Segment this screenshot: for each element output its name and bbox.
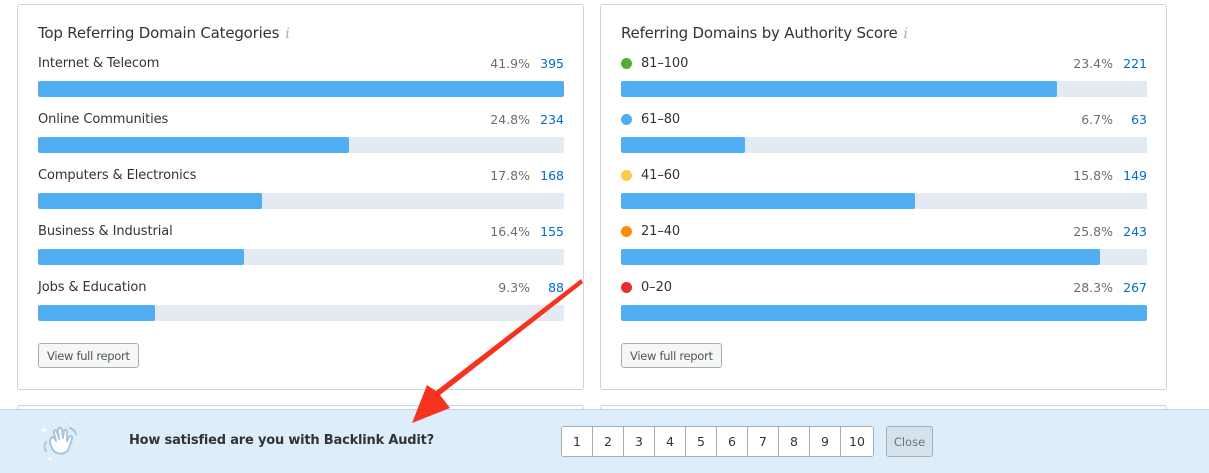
category-row: Online Communities 24.8% 234 bbox=[38, 110, 564, 166]
top-referring-categories-card: Top Referring Domain Categories i Interne… bbox=[17, 4, 584, 390]
bar-fill bbox=[621, 81, 1057, 97]
score-range-label: 41–60 bbox=[641, 167, 681, 183]
satisfaction-scale: 1 2 3 4 5 6 7 8 9 10 bbox=[561, 426, 874, 457]
authority-score-list: 81–100 23.4% 221 61–80 6.7% 63 41–60 15.… bbox=[621, 54, 1147, 334]
waving-hand-icon bbox=[40, 423, 77, 461]
rating-button-6[interactable]: 6 bbox=[717, 427, 748, 456]
score-percent: 28.3% bbox=[1073, 279, 1113, 295]
score-row: 61–80 6.7% 63 bbox=[621, 110, 1147, 166]
feedback-bar: How satisfied are you with Backlink Audi… bbox=[0, 409, 1209, 473]
category-count-link[interactable]: 168 bbox=[540, 167, 564, 183]
info-icon[interactable]: i bbox=[285, 26, 290, 42]
category-label: Business & Industrial bbox=[38, 223, 173, 239]
orange-dot-icon bbox=[621, 225, 632, 237]
bar-track bbox=[621, 305, 1147, 321]
category-count-link[interactable]: 395 bbox=[540, 55, 564, 71]
bar-fill bbox=[38, 193, 262, 209]
score-row: 41–60 15.8% 149 bbox=[621, 166, 1147, 222]
category-percent: 17.8% bbox=[490, 167, 530, 183]
rating-button-3[interactable]: 3 bbox=[624, 427, 655, 456]
bar-track bbox=[38, 81, 564, 97]
bar-fill bbox=[38, 81, 564, 97]
score-percent: 6.7% bbox=[1081, 111, 1113, 127]
category-label: Jobs & Education bbox=[38, 279, 147, 295]
category-row: Computers & Electronics 17.8% 168 bbox=[38, 166, 564, 222]
score-row: 0–20 28.3% 267 bbox=[621, 278, 1147, 334]
bar-fill bbox=[621, 249, 1100, 265]
bar-track bbox=[621, 249, 1147, 265]
rating-button-7[interactable]: 7 bbox=[748, 427, 779, 456]
category-percent: 16.4% bbox=[490, 223, 530, 239]
bar-track bbox=[38, 193, 564, 209]
score-count-link[interactable]: 63 bbox=[1131, 111, 1147, 127]
view-full-report-button[interactable]: View full report bbox=[621, 343, 722, 368]
category-row: Jobs & Education 9.3% 88 bbox=[38, 278, 564, 334]
rating-button-5[interactable]: 5 bbox=[686, 427, 717, 456]
category-row: Business & Industrial 16.4% 155 bbox=[38, 222, 564, 278]
category-percent: 41.9% bbox=[490, 55, 530, 71]
score-row: 81–100 23.4% 221 bbox=[621, 54, 1147, 110]
category-row: Internet & Telecom 41.9% 395 bbox=[38, 54, 564, 110]
rating-button-9[interactable]: 9 bbox=[810, 427, 841, 456]
rating-button-8[interactable]: 8 bbox=[779, 427, 810, 456]
bar-fill bbox=[621, 137, 746, 153]
score-count-link[interactable]: 149 bbox=[1123, 167, 1147, 183]
category-list: Internet & Telecom 41.9% 395 Online Comm… bbox=[38, 54, 564, 334]
score-percent: 25.8% bbox=[1073, 223, 1113, 239]
score-range-label: 81–100 bbox=[641, 55, 689, 71]
score-percent: 23.4% bbox=[1073, 55, 1113, 71]
card-title: Referring Domains by Authority Score i bbox=[621, 24, 908, 42]
card-title: Top Referring Domain Categories i bbox=[38, 24, 290, 42]
score-row: 21–40 25.8% 243 bbox=[621, 222, 1147, 278]
close-button[interactable]: Close bbox=[886, 426, 933, 457]
category-label: Online Communities bbox=[38, 111, 169, 127]
view-full-report-button[interactable]: View full report bbox=[38, 343, 139, 368]
card-title-text: Top Referring Domain Categories bbox=[38, 24, 280, 42]
bar-track bbox=[38, 305, 564, 321]
score-range-label: 0–20 bbox=[641, 279, 672, 295]
rating-button-4[interactable]: 4 bbox=[655, 427, 686, 456]
score-range-label: 61–80 bbox=[641, 111, 681, 127]
red-dot-icon bbox=[621, 281, 632, 293]
bar-track bbox=[621, 193, 1147, 209]
score-percent: 15.8% bbox=[1073, 167, 1113, 183]
bar-track bbox=[38, 249, 564, 265]
score-count-link[interactable]: 267 bbox=[1123, 279, 1147, 295]
category-percent: 9.3% bbox=[498, 279, 530, 295]
authority-score-card: Referring Domains by Authority Score i 81… bbox=[600, 4, 1167, 390]
bar-fill bbox=[38, 249, 245, 265]
green-dot-icon bbox=[621, 57, 632, 69]
yellow-dot-icon bbox=[621, 169, 632, 181]
category-count-link[interactable]: 155 bbox=[540, 223, 564, 239]
category-label: Computers & Electronics bbox=[38, 167, 197, 183]
bar-track bbox=[621, 81, 1147, 97]
category-label: Internet & Telecom bbox=[38, 55, 160, 71]
score-count-link[interactable]: 221 bbox=[1123, 55, 1147, 71]
category-count-link[interactable]: 234 bbox=[540, 111, 564, 127]
bar-fill bbox=[38, 137, 350, 153]
bar-track bbox=[38, 137, 564, 153]
blue-dot-icon bbox=[621, 113, 632, 125]
bar-fill bbox=[38, 305, 156, 321]
score-range-label: 21–40 bbox=[641, 223, 681, 239]
category-count-link[interactable]: 88 bbox=[548, 279, 564, 295]
card-title-text: Referring Domains by Authority Score bbox=[621, 24, 898, 42]
score-count-link[interactable]: 243 bbox=[1123, 223, 1147, 239]
bar-fill bbox=[621, 193, 915, 209]
info-icon[interactable]: i bbox=[903, 26, 908, 42]
rating-button-2[interactable]: 2 bbox=[593, 427, 624, 456]
feedback-question: How satisfied are you with Backlink Audi… bbox=[129, 433, 435, 448]
rating-button-1[interactable]: 1 bbox=[562, 427, 593, 456]
bar-track bbox=[621, 137, 1147, 153]
bar-fill bbox=[621, 305, 1147, 321]
category-percent: 24.8% bbox=[490, 111, 530, 127]
rating-button-10[interactable]: 10 bbox=[841, 427, 873, 456]
